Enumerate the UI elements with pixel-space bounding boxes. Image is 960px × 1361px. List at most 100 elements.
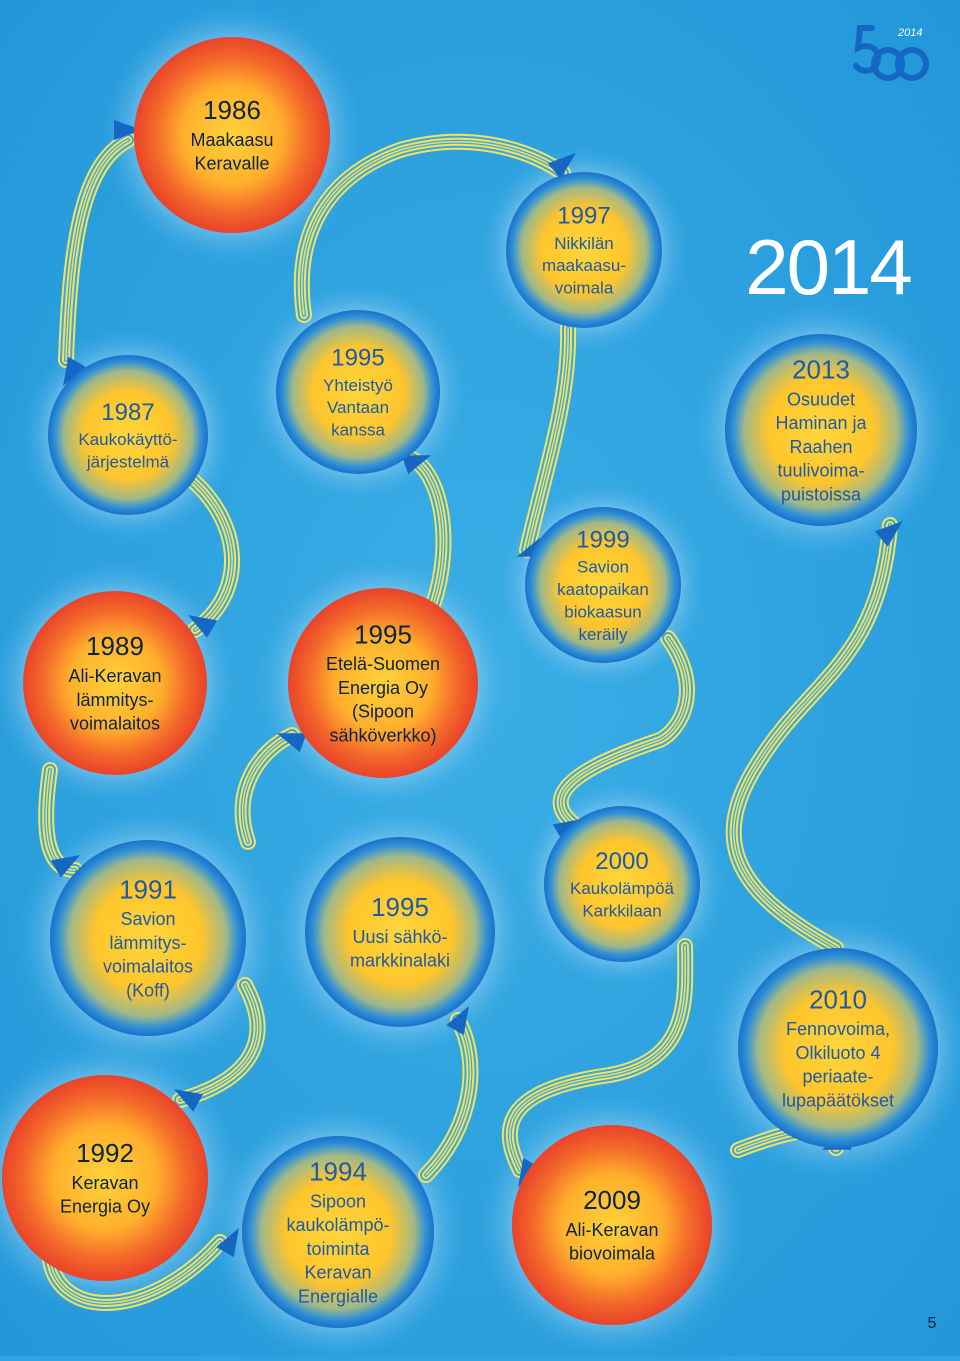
milestone-text-line: Energia Oy [338,678,428,698]
milestone-text-line: Keravan [304,1263,371,1283]
milestone-text-line: Ali-Keravan [565,1220,658,1240]
milestone-text-line: toiminta [306,1239,370,1259]
milestone-text-line: kaukolämpö- [286,1215,389,1235]
milestone-year: 1995 [331,345,384,372]
page-number: 5 [927,1315,937,1332]
milestone-text-line: Raahen [789,437,852,457]
milestone-1997: 1997 Nikkilän maakaasu-voimala [506,172,662,328]
milestone-1991: 1991 Savion lämmitys-voimalaitos (Koff) [50,840,246,1036]
arrowhead [216,1227,239,1258]
milestone-year: 1987 [101,399,154,426]
milestone-text-line: Keravan [71,1173,138,1193]
milestone-year: 1999 [576,526,629,553]
milestone-year: 2013 [792,354,850,384]
milestone-text-line: biovoimala [569,1244,656,1264]
milestone-circle [288,588,478,778]
connector-track [65,139,129,361]
milestone-text-line: Fennovoima, [786,1019,890,1039]
milestone-circle [738,948,938,1148]
milestone-circle [725,334,917,526]
page-title: 2014 [745,223,913,311]
milestone-text-line: Kaukokäyttö- [78,430,177,449]
milestone-circle [276,310,440,474]
milestone-text-line: kaatopaikan [557,580,649,599]
milestone-text-line: voimalaitos [70,714,160,734]
milestone-circle [48,355,208,515]
milestone-text-line: Savion [120,909,175,929]
milestone-text-line: maakaasu- [542,256,626,275]
milestone-1995c: 1995 Uusi sähkö-markkinalaki [305,837,495,1027]
milestone-text-line: Ali-Keravan [68,666,161,686]
milestone-text-line: voimala [555,279,614,298]
milestone-text-line: Nikkilän [554,234,614,253]
milestone-circle [512,1125,712,1325]
milestone-year: 1986 [203,95,261,125]
milestone-text-line: Keravalle [194,154,269,174]
arrowhead [401,455,432,475]
milestone-year: 2009 [583,1185,641,1215]
milestone-1992: 1992 Keravan Energia Oy [2,1075,208,1281]
milestone-year: 1991 [119,874,177,904]
milestone-text-line: Osuudet [787,389,855,409]
connector-track [242,734,293,843]
milestone-year: 1992 [76,1138,134,1168]
milestone-circle [506,172,662,328]
arrowhead [874,521,903,547]
connector-track [301,141,564,316]
connector-track [179,984,259,1101]
connector-track [409,457,445,606]
arrowhead [187,615,218,638]
arrowhead [50,855,81,878]
50-years-logo: 2014 [853,25,929,81]
milestone-1987: 1987 Kaukokäyttö-järjestelmä [48,355,208,515]
milestone-year: 2000 [595,848,648,875]
milestone-2009: 2009 Ali-Keravan biovoimala [512,1125,712,1325]
milestone-text-line: periaate- [802,1067,873,1087]
milestone-text-line: Savion [577,558,629,577]
milestone-text-line: biokaasun [564,602,642,621]
milestone-text-line: Karkkilaan [582,901,661,920]
milestone-year: 1995 [371,892,429,922]
milestone-2010: 2010 Fennovoima, Olkiluoto 4 periaate-lupap… [738,948,938,1148]
milestone-circle [544,806,700,962]
milestone-circle [50,840,246,1036]
milestone-text-line: markkinalaki [350,951,450,971]
milestone-text-line: Maakaasu [190,130,273,150]
arrowhead [446,1005,469,1036]
milestone-text-line: (Sipoon [352,702,414,722]
connector-track [526,327,569,551]
milestone-text-line: voimalaitos [103,957,193,977]
milestone-text-line: sähköverkko) [329,725,436,745]
milestone-text-line: Yhteistyö [323,376,393,395]
milestone-text-line: lämmitys- [110,933,187,953]
milestone-year: 2010 [809,984,867,1014]
milestone-text-line: Energia Oy [60,1197,150,1217]
milestone-text-line: Sipoon [310,1191,366,1211]
milestone-1999: 1999 Savion kaatopaikan biokaasun keräily [525,507,681,663]
connector-track [732,524,891,949]
milestone-text-line: puistoissa [781,484,862,504]
milestone-1995a: 1995 Yhteistyö Vantaan kanssa [276,310,440,474]
connector-track [425,1019,472,1176]
arrowhead [63,356,86,387]
milestone-circle [23,591,207,775]
milestone-circle [525,507,681,663]
milestone-text-line: Olkiluoto 4 [795,1043,880,1063]
logo-year: 2014 [897,27,922,39]
arrowhead [114,120,142,140]
milestone-year: 1995 [354,619,412,649]
milestone-text-line: järjestelmä [86,452,170,471]
milestone-text-line: lämmitys- [77,690,154,710]
connector-track [560,637,688,826]
milestone-text-line: Haminan ja [775,413,867,433]
milestone-text-line: tuulivoima- [777,461,864,481]
milestone-text-line: keräily [578,625,628,644]
milestone-1986: 1986 Maakaasu Keravalle [134,37,330,233]
milestone-text-line: lupapäätökset [782,1090,894,1110]
milestone-2013: 2013 Osuudet Haminan ja Raahen tuulivoima-pu… [725,334,917,526]
connector-track [189,477,233,631]
milestone-text-line: Etelä-Suomen [326,654,440,674]
milestone-text-line: (Koff) [126,980,170,1000]
